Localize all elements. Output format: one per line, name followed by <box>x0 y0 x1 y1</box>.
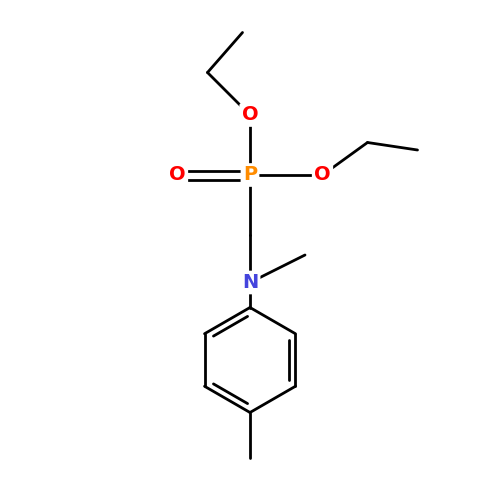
Text: O: O <box>314 166 331 184</box>
Text: O: O <box>169 166 186 184</box>
Text: N: N <box>242 273 258 292</box>
Text: O: O <box>242 106 258 124</box>
Text: P: P <box>243 166 257 184</box>
